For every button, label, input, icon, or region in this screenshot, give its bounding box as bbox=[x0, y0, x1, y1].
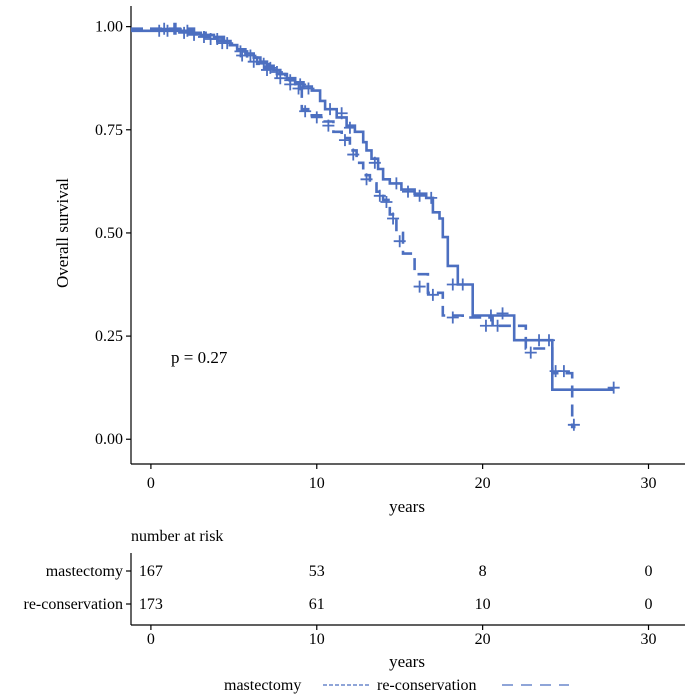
censor-mark-re-conservation bbox=[216, 37, 229, 50]
risk-x-tick-label: 10 bbox=[309, 631, 325, 648]
legend-label: re-conservation bbox=[377, 677, 477, 694]
censor-mark-re-conservation bbox=[338, 134, 351, 147]
censor-mark-mastectomy bbox=[390, 177, 403, 190]
censor-mark-re-conservation bbox=[322, 119, 335, 132]
risk-count: 167 bbox=[139, 563, 163, 580]
risk-x-axis-label: years bbox=[389, 652, 425, 671]
risk-count: 8 bbox=[479, 563, 487, 580]
censor-mark-mastectomy bbox=[542, 334, 555, 347]
censor-mark-mastectomy bbox=[413, 189, 426, 202]
y-tick-label: 0.75 bbox=[95, 122, 123, 139]
censor-mark-mastectomy bbox=[402, 185, 414, 198]
x-tick-label: 0 bbox=[147, 475, 155, 492]
censor-mark-re-conservation bbox=[446, 311, 459, 324]
censor-mark-re-conservation bbox=[299, 105, 312, 118]
risk-count: 173 bbox=[139, 596, 163, 613]
legend-label: mastectomy bbox=[224, 677, 301, 694]
censor-mark-re-conservation bbox=[393, 235, 406, 248]
y-tick-label: 1.00 bbox=[95, 19, 123, 36]
risk-count: 0 bbox=[645, 596, 653, 613]
risk-count: 53 bbox=[309, 563, 325, 580]
censor-mark-re-conservation bbox=[274, 72, 287, 85]
y-axis-label: Overall survival bbox=[53, 178, 72, 288]
censor-mark-re-conservation bbox=[387, 212, 400, 225]
censor-mark-re-conservation bbox=[181, 24, 194, 37]
risk-table-title: number at risk bbox=[131, 528, 223, 545]
risk-x-tick-label: 20 bbox=[475, 631, 491, 648]
censor-mark-mastectomy bbox=[335, 107, 348, 120]
censor-mark-re-conservation bbox=[373, 189, 386, 202]
censor-mark-re-conservation bbox=[261, 63, 274, 76]
series-line-mastectomy bbox=[131, 29, 614, 391]
risk-row-label: re-conservation bbox=[23, 596, 123, 613]
censor-mark-re-conservation bbox=[491, 319, 504, 332]
y-tick-label: 0.50 bbox=[95, 225, 123, 242]
censor-mark-re-conservation bbox=[380, 195, 393, 208]
censor-mark-mastectomy bbox=[484, 309, 497, 322]
censor-mark-mastectomy bbox=[456, 278, 469, 291]
series-line-re-conservation bbox=[131, 27, 576, 429]
series-group bbox=[131, 22, 620, 431]
risk-table-rows: mastectomy 167 53 8 0 re-conservation 173 61 10 0 bbox=[23, 563, 652, 613]
censor-mark-mastectomy bbox=[343, 121, 356, 134]
censor-mark-mastectomy bbox=[607, 381, 620, 394]
risk-x-tick-label: 0 bbox=[147, 631, 155, 648]
x-axis-label: years bbox=[389, 497, 425, 516]
x-tick-label: 30 bbox=[641, 475, 657, 492]
risk-table-axis: 0 10 20 30 bbox=[130, 553, 685, 648]
censor-mark-re-conservation bbox=[347, 148, 360, 161]
censor-mark-mastectomy bbox=[425, 191, 438, 204]
censor-mark-re-conservation bbox=[567, 418, 580, 431]
y-tick-label: 0.25 bbox=[95, 328, 123, 345]
risk-row-label: mastectomy bbox=[46, 563, 123, 580]
censor-mark-re-conservation bbox=[360, 173, 373, 186]
risk-count: 0 bbox=[645, 563, 653, 580]
x-tick-label: 10 bbox=[309, 475, 325, 492]
censor-mark-re-conservation bbox=[524, 346, 537, 359]
censor-mark-re-conservation bbox=[158, 22, 171, 35]
censor-mark-re-conservation bbox=[284, 78, 297, 91]
censor-mark-mastectomy bbox=[324, 103, 337, 116]
risk-count: 10 bbox=[475, 596, 491, 613]
censor-mark-mastectomy bbox=[270, 66, 283, 79]
censor-mark-re-conservation bbox=[426, 288, 439, 301]
risk-count: 61 bbox=[309, 596, 325, 613]
risk-table: number at risk 0 10 20 30 mastectomy 167 53 8 0… bbox=[23, 528, 685, 671]
censor-mark-re-conservation bbox=[204, 33, 217, 46]
censor-mark-mastectomy bbox=[496, 307, 509, 320]
censor-mark-mastectomy bbox=[368, 156, 381, 169]
censor-mark-re-conservation bbox=[557, 365, 570, 378]
risk-x-tick-label: 30 bbox=[641, 631, 657, 648]
y-tick-label: 0.00 bbox=[95, 431, 123, 448]
legend: mastectomy re-conservation bbox=[224, 677, 569, 694]
censor-mark-re-conservation bbox=[413, 280, 426, 293]
p-value-annotation: p = 0.27 bbox=[171, 348, 228, 367]
censor-mark-re-conservation bbox=[292, 82, 305, 95]
censor-mark-re-conservation bbox=[247, 55, 260, 68]
censor-mark-re-conservation bbox=[236, 49, 249, 62]
censor-mark-re-conservation bbox=[169, 22, 182, 35]
y-axis: 0.00 0.25 0.50 0.75 1.00 bbox=[95, 6, 132, 464]
x-axis: 0 10 20 30 bbox=[131, 463, 685, 492]
x-tick-label: 20 bbox=[475, 475, 491, 492]
censor-mark-re-conservation bbox=[310, 111, 323, 124]
censor-mark-re-conservation bbox=[479, 319, 492, 332]
km-chart: Overall survival 0.00 0.25 0.50 0.75 1.00 0 1… bbox=[53, 6, 685, 516]
